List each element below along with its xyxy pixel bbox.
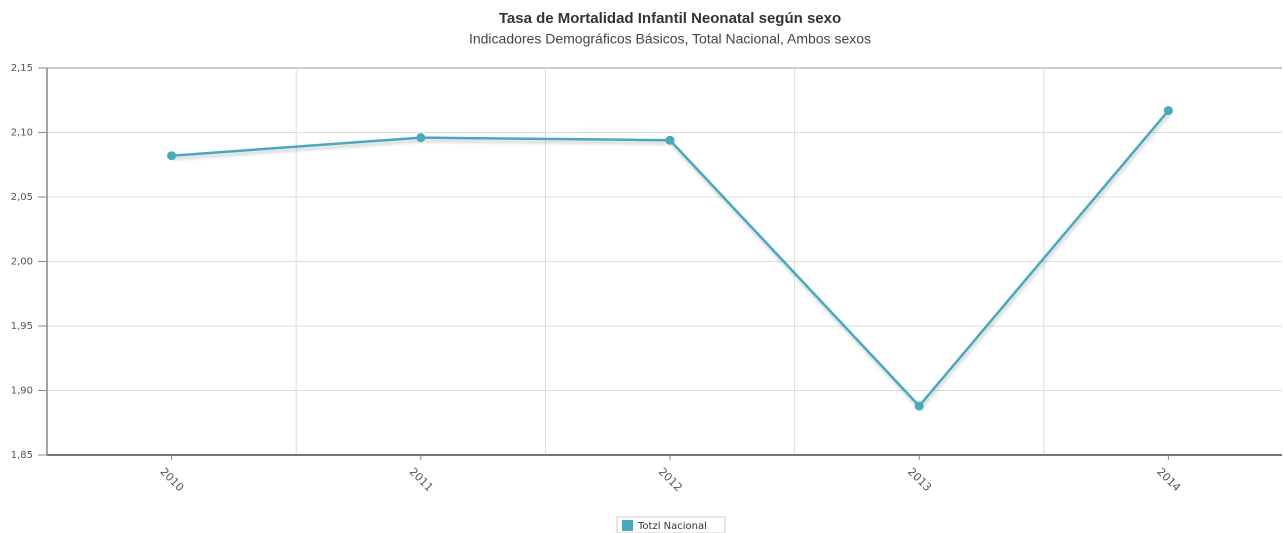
y-tick-label: 2,10: [11, 128, 33, 139]
x-tick-label: 2013: [905, 465, 934, 494]
y-tick-label: 2,05: [11, 192, 33, 203]
y-tick-label: 1,85: [11, 450, 33, 461]
point: [416, 133, 426, 143]
y-tick-label: 1,90: [11, 386, 33, 397]
x-tick-label: 2012: [656, 465, 685, 494]
chart-title: Tasa de Mortalidad Infantil Neonatal seg…: [499, 10, 841, 27]
y-tick-label: 2,00: [11, 257, 33, 268]
y-tick-label: 2,15: [11, 63, 33, 74]
point: [167, 151, 177, 161]
legend-label: Totzl Nacional: [637, 521, 707, 532]
x-tick-label: 2011: [407, 465, 436, 494]
legend-item: [616, 516, 726, 533]
point: [1163, 106, 1173, 116]
point: [665, 135, 675, 145]
series-line: [171, 109, 1170, 408]
x-tick-label: 2014: [1154, 465, 1183, 494]
x-tick-label: 2010: [157, 465, 186, 494]
legend-swatch: [622, 520, 633, 531]
y-tick-label: 1,95: [11, 321, 33, 332]
chart-subtitle: Indicadores Demográficos Básicos, Total …: [469, 31, 871, 47]
point: [914, 401, 924, 411]
